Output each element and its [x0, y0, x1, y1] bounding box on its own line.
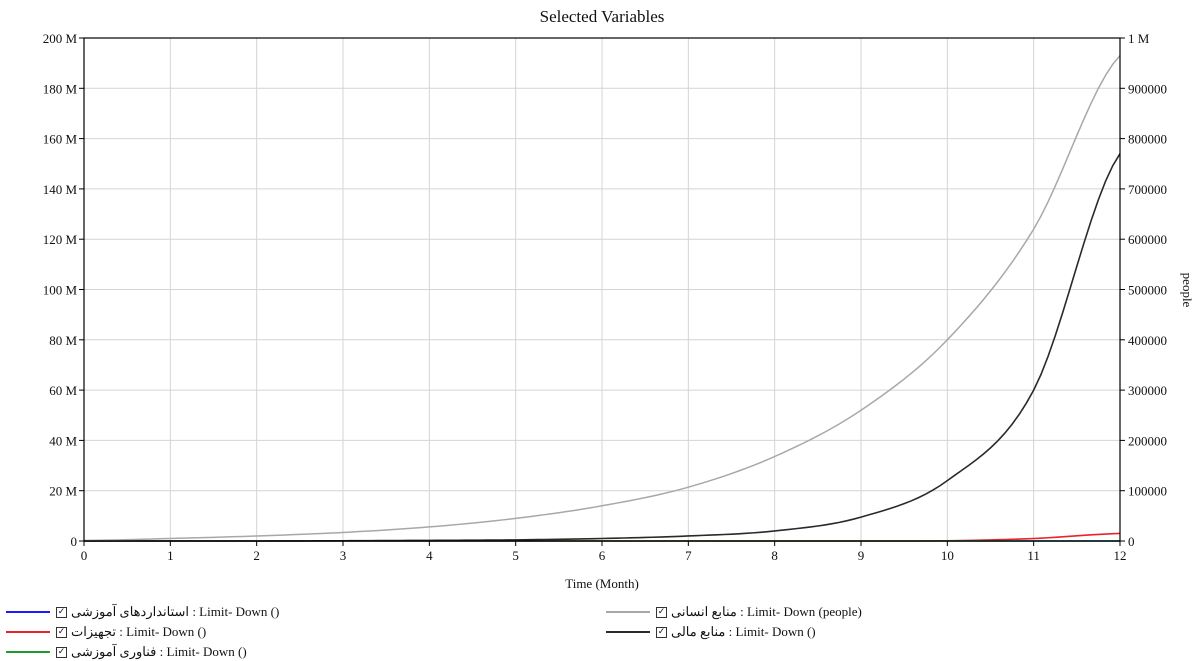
y-right-tick-label: 900000	[1128, 81, 1167, 96]
y-right-tick-label: 0	[1128, 534, 1135, 549]
legend-item[interactable]: ✓ استانداردهای آموزشی : Limit- Down ()	[6, 603, 279, 621]
y-left-tick-label: 60 M	[49, 383, 77, 398]
x-tick-label: 3	[340, 548, 347, 563]
y-left-tick-label: 100 M	[43, 283, 78, 298]
legend-label: منابع انسانی : Limit- Down (people)	[671, 604, 862, 619]
x-tick-label: 1	[167, 548, 174, 563]
y-left-tick-label: 120 M	[43, 232, 78, 247]
x-tick-label: 5	[512, 548, 519, 563]
x-tick-label: 8	[771, 548, 778, 563]
legend-label: تجهیزات : Limit- Down ()	[71, 624, 207, 639]
legend-swatch	[606, 631, 650, 633]
checkbox-icon[interactable]: ✓	[656, 606, 667, 618]
y-right-tick-label: 300000	[1128, 383, 1167, 398]
x-tick-label: 7	[685, 548, 692, 563]
legend-item[interactable]: ✓ منابع مالی : Limit- Down ()	[606, 623, 816, 641]
y-left-tick-label: 140 M	[43, 182, 78, 197]
y-right-tick-label: 1 M	[1128, 31, 1150, 46]
legend-item[interactable]: ✓ فناوری آموزشی : Limit- Down ()	[6, 643, 247, 661]
legend-item[interactable]: ✓ تجهیزات : Limit- Down ()	[6, 623, 206, 641]
series-line-3	[83, 55, 1121, 542]
x-tick-label: 4	[426, 548, 433, 563]
checkbox-icon[interactable]: ✓	[56, 606, 67, 618]
y-right-tick-label: 100000	[1128, 484, 1167, 499]
y-left-tick-label: 0	[71, 534, 78, 549]
grid	[84, 38, 1120, 541]
legend-item[interactable]: ✓ منابع انسانی : Limit- Down (people)	[606, 603, 862, 621]
chart-title: Selected Variables	[540, 7, 665, 26]
y-left-tick-label: 80 M	[49, 333, 77, 348]
y-right-tick-label: 400000	[1128, 333, 1167, 348]
y-left-tick-label: 160 M	[43, 132, 78, 147]
legend-swatch	[6, 651, 50, 653]
y-right-tick-label: 200000	[1128, 433, 1167, 448]
x-tick-label: 11	[1027, 548, 1040, 563]
y-right-tick-label: 800000	[1128, 132, 1167, 147]
y-left-tick-label: 200 M	[43, 31, 78, 46]
legend-swatch	[6, 611, 50, 613]
right-axis-label: people	[1180, 273, 1195, 308]
y-right-tick-label: 600000	[1128, 232, 1167, 247]
x-tick-label: 9	[858, 548, 865, 563]
x-tick-label: 6	[599, 548, 606, 563]
y-left-tick-label: 20 M	[49, 484, 77, 499]
x-tick-label: 0	[81, 548, 88, 563]
legend-label: فناوری آموزشی : Limit- Down ()	[71, 644, 247, 659]
x-tick-label: 2	[253, 548, 260, 563]
legend-swatch	[606, 611, 650, 613]
x-tick-label: 12	[1114, 548, 1127, 563]
checkbox-icon[interactable]: ✓	[56, 626, 67, 638]
legend-label: استانداردهای آموزشی : Limit- Down ()	[71, 604, 280, 619]
y-right-tick-label: 700000	[1128, 182, 1167, 197]
legend-label: منابع مالی : Limit- Down ()	[671, 624, 816, 639]
legend-swatch	[6, 631, 50, 633]
y-right-tick-label: 500000	[1128, 283, 1167, 298]
y-left-tick-label: 40 M	[49, 433, 77, 448]
y-left-tick-label: 180 M	[43, 81, 78, 96]
x-tick-label: 10	[941, 548, 954, 563]
checkbox-icon[interactable]: ✓	[656, 626, 667, 638]
checkbox-icon[interactable]: ✓	[56, 646, 67, 658]
x-axis-label: Time (Month)	[565, 576, 639, 591]
